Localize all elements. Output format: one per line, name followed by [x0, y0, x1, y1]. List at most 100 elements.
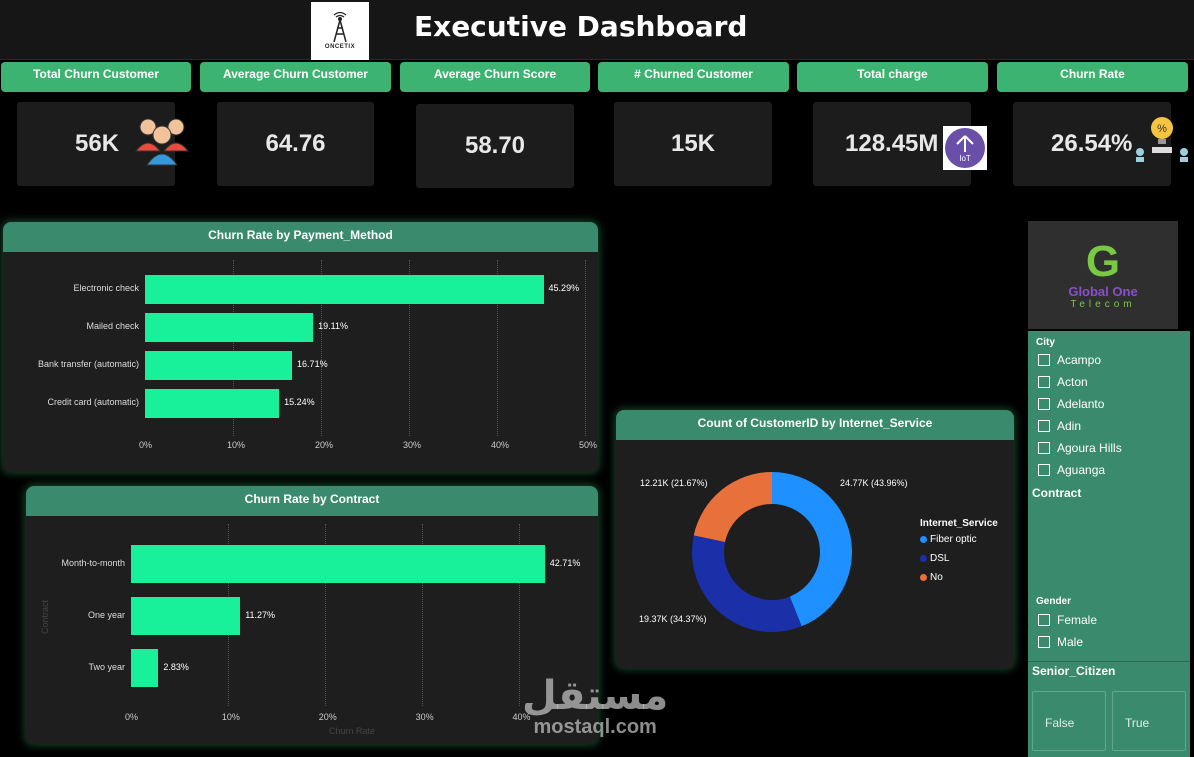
bar-value-label: 16.71% [297, 359, 328, 369]
donut-slice-fiber-optic[interactable] [772, 472, 852, 627]
bar-value-label: 19.11% [318, 321, 349, 331]
chart-plot-area: 0% 10% 20% 30% 40% Month-to-month 42.71% One ye… [26, 516, 598, 744]
gridline [421, 524, 423, 706]
donut-slice-dsl[interactable] [692, 535, 802, 632]
bar [145, 350, 293, 380]
gridline [324, 524, 326, 706]
city-option-adelanto[interactable]: Adelanto [1038, 397, 1104, 411]
kpi-value: 56K [75, 130, 120, 157]
legend-item-fiber[interactable]: Fiber optic [920, 534, 977, 545]
bar-value-label: 42.71% [549, 558, 581, 568]
kpi-card-churn-rate: 26.54% [1013, 102, 1171, 186]
bar-value-label: 45.29% [548, 283, 580, 293]
payment-method-chart: Churn Rate by Payment_Method 0% 10% 20% 30%… [3, 222, 598, 472]
bar [145, 388, 280, 418]
page-title: Executive Dashboard [414, 10, 748, 43]
gridline [321, 260, 322, 436]
senior-tile-false[interactable]: False [1032, 691, 1106, 751]
gender-option-male[interactable]: Male [1038, 635, 1083, 649]
bar-value-label: 11.27% [245, 610, 276, 620]
chart-plot-area: 0% 10% 20% 30% 40% 50% Electronic check 45.29% M… [3, 252, 598, 472]
gridline [518, 524, 520, 706]
top-bar: ONCETIX Executive Dashboard [0, 0, 1194, 60]
checkbox[interactable] [1038, 398, 1050, 410]
checkbox[interactable] [1038, 636, 1050, 648]
x-tick-label: 40% [512, 712, 531, 722]
legend-item-dsl[interactable]: DSL [920, 553, 949, 564]
option-label: Adelanto [1057, 397, 1105, 411]
kpi-value: 26.54% [1051, 130, 1133, 157]
donut-slice-no[interactable] [693, 472, 772, 543]
option-label: Agoura Hills [1057, 441, 1122, 455]
people-group-icon [134, 118, 190, 166]
bar [145, 274, 544, 304]
kpi-value: 64.76 [265, 130, 326, 157]
kpi-header-churned-customer: # Churned Customer [598, 62, 789, 92]
x-tick-label: 0% [125, 712, 139, 722]
kpi-value: 58.70 [464, 132, 526, 159]
senior-tile-true[interactable]: True [1112, 691, 1186, 751]
legend-label: DSL [930, 553, 950, 564]
kpi-header-avg-churn: Average Churn Customer [200, 62, 391, 92]
checkbox[interactable] [1038, 464, 1050, 476]
city-option-acampo[interactable]: Acampo [1038, 353, 1101, 367]
gridline [497, 260, 498, 436]
chart-title: Count of CustomerID by Internet_Service [616, 410, 1014, 440]
option-label: Male [1057, 635, 1084, 649]
checkbox[interactable] [1038, 376, 1050, 388]
svg-text:%: % [1157, 123, 1167, 135]
brand-name: Global One [1068, 284, 1138, 299]
brand-sub: Telecom [1070, 299, 1136, 310]
gender-option-female[interactable]: Female [1038, 613, 1097, 627]
option-label: Acton [1057, 375, 1088, 389]
legend-label: Fiber optic [930, 534, 977, 545]
gridline [585, 260, 586, 436]
watermark-latin: mostaql.com [533, 716, 657, 738]
gender-slicer-title: Gender [1036, 596, 1072, 607]
svg-text:IoT: IoT [959, 154, 971, 163]
donut-label-dsl: 19.37K (34.37%) [639, 614, 707, 624]
city-option-acton[interactable]: Acton [1038, 375, 1088, 389]
city-option-adin[interactable]: Adin [1038, 419, 1081, 433]
kpi-header-total-churn: Total Churn Customer [1, 62, 191, 92]
legend-title: Internet_Service [920, 518, 998, 529]
iot-upload-icon: IoT [943, 126, 987, 170]
checkbox[interactable] [1038, 420, 1050, 432]
x-tick-label: 10% [227, 440, 246, 450]
city-option-aguanga[interactable]: Aguanga [1038, 463, 1105, 477]
kpi-card-churned-customer: 15K [614, 102, 772, 186]
category-label: Month-to-month [61, 558, 125, 568]
tower-icon [333, 12, 347, 42]
category-label: Two year [88, 662, 125, 672]
watermark-arabic: مستقل [522, 673, 669, 719]
idea-percent-icon: % [1136, 117, 1188, 162]
contract-slicer-title: Contract [1032, 486, 1082, 500]
checkbox[interactable] [1038, 614, 1050, 626]
kpi-header-avg-score: Average Churn Score [400, 62, 590, 92]
x-tick-label: 10% [221, 712, 240, 722]
legend-label: No [930, 572, 943, 583]
x-tick-label: 50% [579, 440, 598, 450]
divider [1028, 661, 1190, 662]
checkbox[interactable] [1038, 442, 1050, 454]
chart-title: Churn Rate by Payment_Method [3, 222, 598, 252]
brand-letter: G [1085, 237, 1121, 286]
city-option-agoura-hills[interactable]: Agoura Hills [1038, 441, 1122, 455]
x-tick-label: 30% [403, 440, 422, 450]
kpi-header-total-charge: Total charge [797, 62, 988, 92]
legend-item-no[interactable]: No [920, 572, 943, 583]
bar-value-label: 15.24% [284, 397, 315, 407]
option-label: Adin [1057, 419, 1082, 433]
legend-dot [920, 536, 927, 543]
kpi-card-total-charge: 128.45M [813, 102, 971, 186]
donut-label-fiber: 24.77K (43.96%) [840, 478, 908, 488]
kpi-card-avg-score: 58.70 [416, 104, 574, 188]
logo-text: ONCETIX [324, 44, 356, 50]
bar [131, 649, 159, 687]
checkbox[interactable] [1038, 354, 1050, 366]
category-label: Mailed check [86, 321, 139, 331]
option-label: Aguanga [1057, 463, 1106, 477]
filter-sidebar: City Acampo Acton Adelanto Adin Agoura H… [1028, 331, 1190, 757]
contract-chart: Churn Rate by Contract 0% 10% 20% 30% 40% Mon… [26, 486, 598, 744]
chart-title: Churn Rate by Contract [26, 486, 598, 516]
